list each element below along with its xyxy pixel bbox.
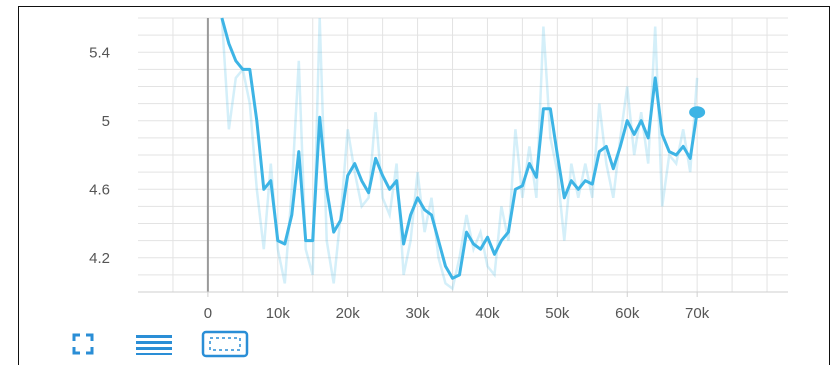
list-lines-icon: [136, 335, 172, 355]
zoom-box-button[interactable]: [200, 329, 250, 359]
x-tick-label: 50k: [545, 305, 570, 322]
x-tick-label: 40k: [475, 305, 500, 322]
x-tick-label: 70k: [685, 305, 710, 322]
fullscreen-corners-icon: [72, 333, 94, 355]
x-tick-label: 60k: [615, 305, 640, 322]
grid-lines: [138, 17, 788, 293]
y-tick-label: 5: [102, 113, 110, 130]
toggle-lines-button[interactable]: [131, 329, 177, 359]
chart-axes: [138, 18, 788, 297]
x-tick-label: 0: [204, 305, 212, 322]
x-tick-label: 20k: [336, 305, 361, 322]
fit-domain-button[interactable]: [66, 329, 100, 359]
line-chart[interactable]: 0 10k 20k 30k 40k 50k 60k 70k 4.2 4.6 5 5.4: [0, 0, 840, 330]
dashed-zoom-box-icon: [201, 330, 249, 358]
y-tick-label: 4.6: [89, 181, 110, 198]
raw-series-line: [220, 17, 699, 291]
y-tick-label: 4.2: [89, 250, 110, 267]
smoothed-series-line: [220, 17, 699, 280]
x-tick-label: 30k: [405, 305, 430, 322]
last-point-marker[interactable]: [689, 106, 706, 119]
chart-panel: [18, 6, 830, 365]
y-tick-label: 5.4: [89, 44, 110, 61]
tick-labels: 0 10k 20k 30k 40k 50k 60k 70k 4.2 4.6 5 5.4: [89, 44, 710, 322]
x-tick-label: 10k: [266, 305, 291, 322]
chart-series: [220, 17, 706, 291]
